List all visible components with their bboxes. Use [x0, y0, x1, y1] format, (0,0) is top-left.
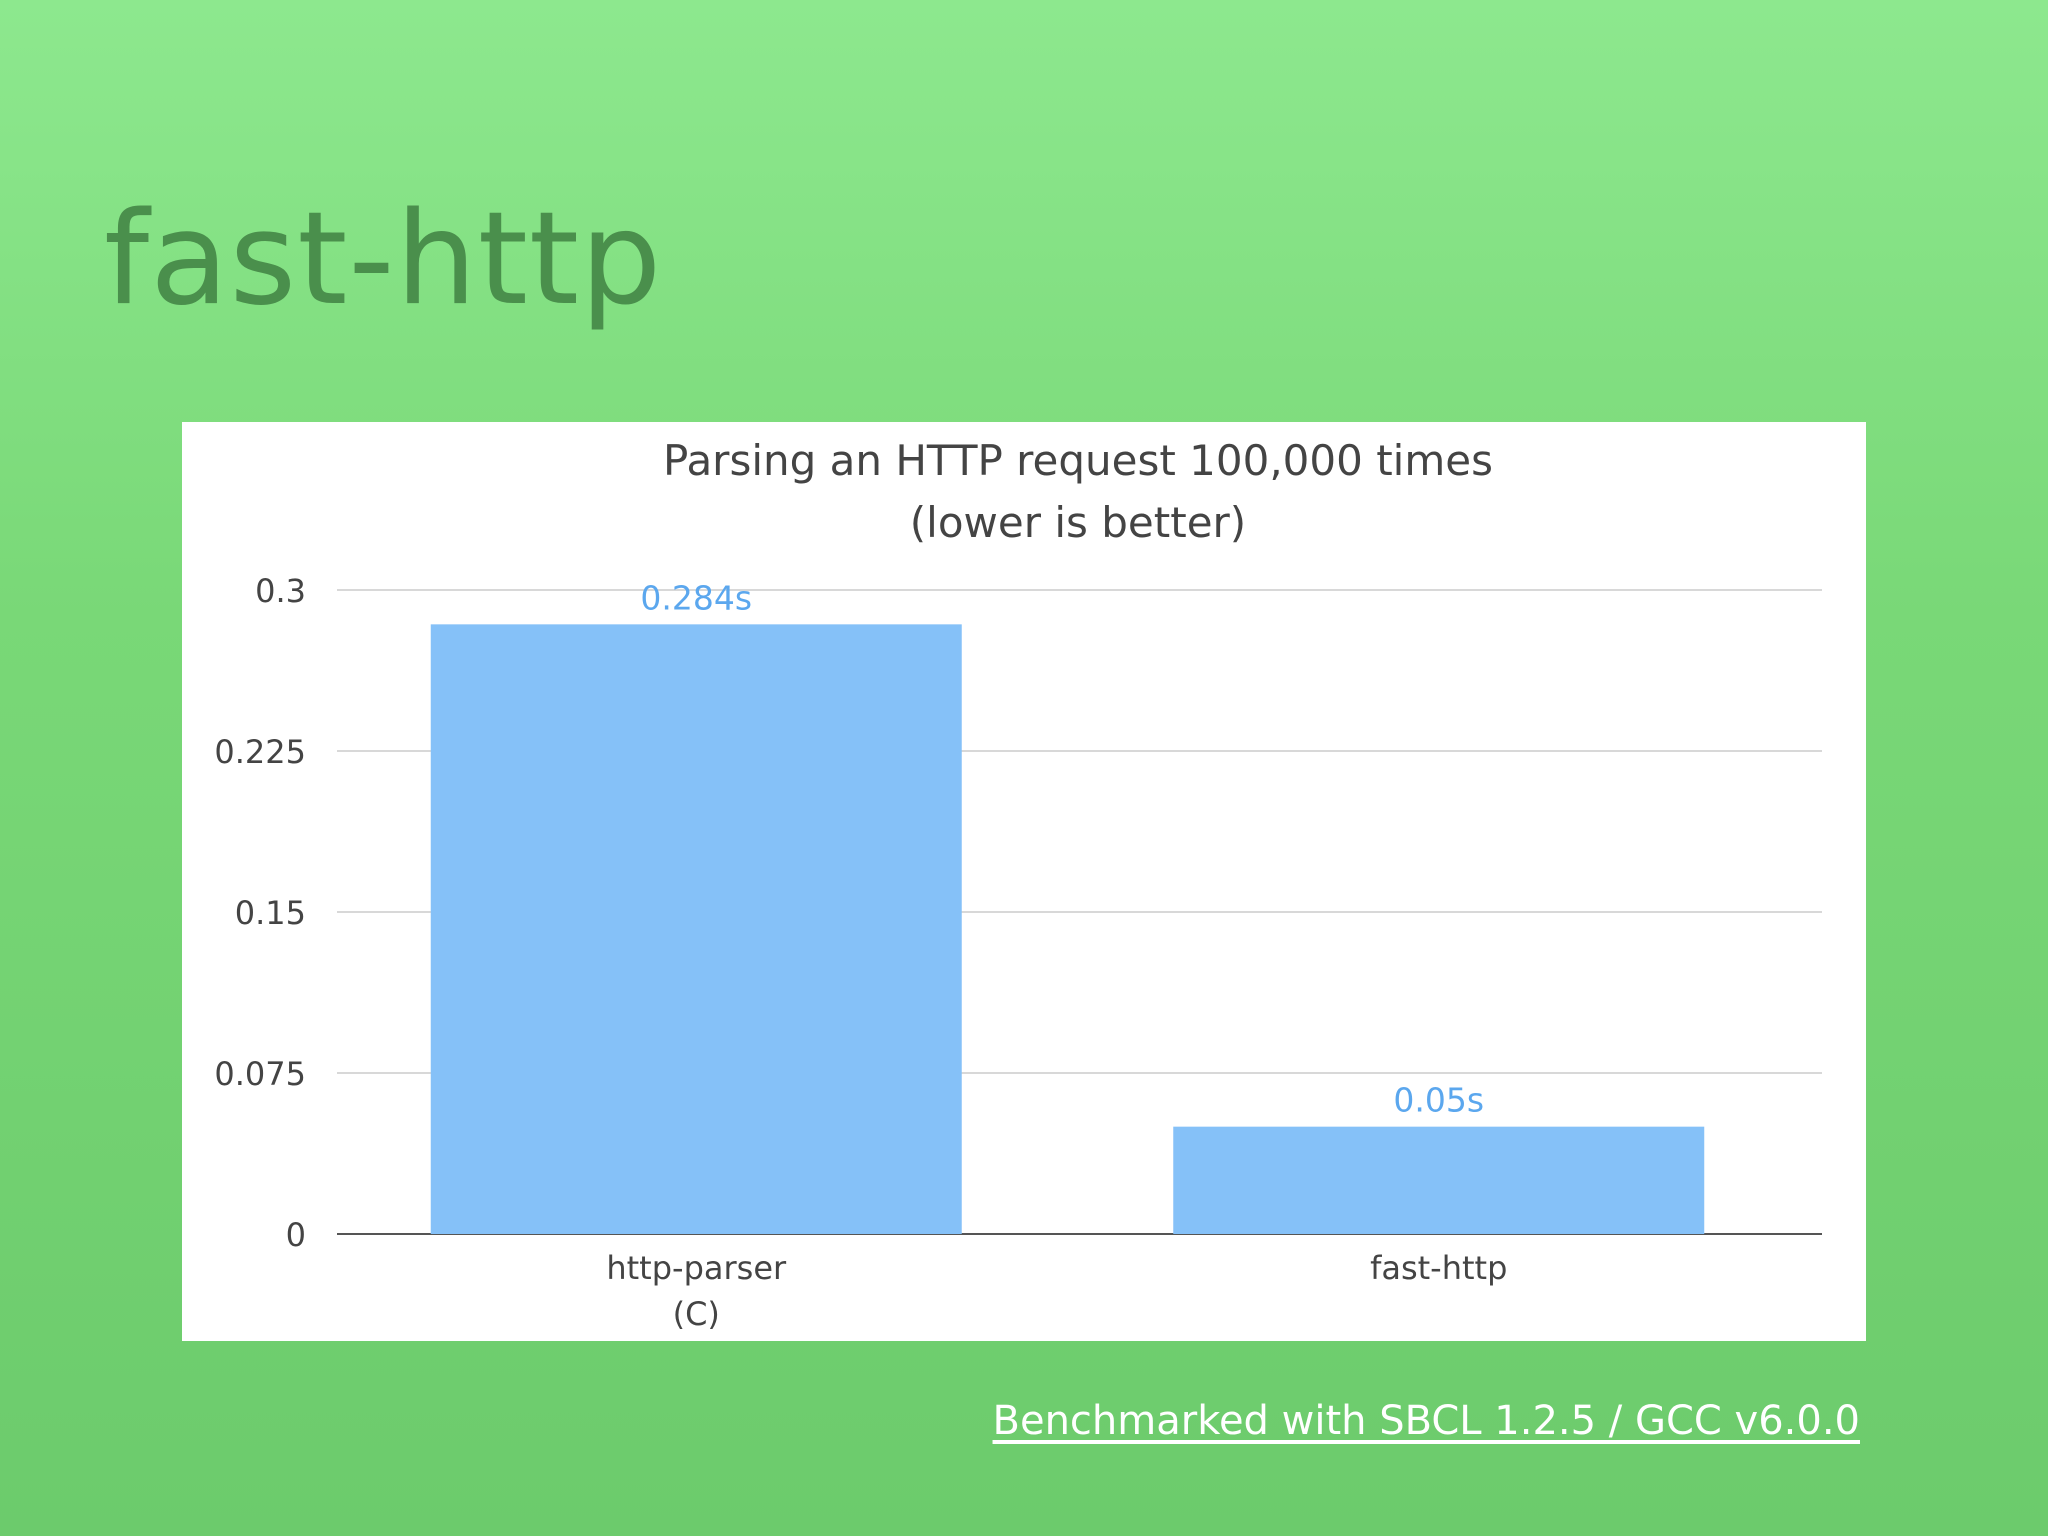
y-axis-ticks: 0 0.075 0.15 0.225 0.3	[214, 572, 306, 1254]
bar	[430, 624, 962, 1234]
slide-title: fast-http	[104, 185, 663, 334]
y-tick-label: 0.3	[255, 572, 306, 610]
y-tick-label: 0.075	[214, 1055, 306, 1093]
x-axis-categories: http-parser (C) fast-http	[606, 1249, 1507, 1333]
bar-chart: Parsing an HTTP request 100,000 times (l…	[214, 436, 1822, 1333]
bar	[1173, 1126, 1705, 1234]
data-label: 0.05s	[1393, 1081, 1484, 1120]
x-category-label: http-parser	[606, 1249, 787, 1287]
y-tick-label: 0.225	[214, 733, 306, 771]
x-category-label: fast-http	[1370, 1249, 1507, 1287]
y-tick-label: 0	[286, 1216, 306, 1254]
y-tick-label: 0.15	[235, 894, 306, 932]
data-labels: 0.284s 0.05s	[640, 578, 1484, 1119]
data-label: 0.284s	[640, 578, 752, 617]
chart-card: Parsing an HTTP request 100,000 times (l…	[182, 422, 1866, 1341]
bars	[430, 624, 1705, 1234]
x-category-label: (C)	[673, 1295, 720, 1333]
chart-subtitle: (lower is better)	[910, 498, 1246, 547]
benchmark-footer-link[interactable]: Benchmarked with SBCL 1.2.5 / GCC v6.0.0	[992, 1398, 1860, 1444]
chart-title: Parsing an HTTP request 100,000 times	[663, 436, 1493, 485]
